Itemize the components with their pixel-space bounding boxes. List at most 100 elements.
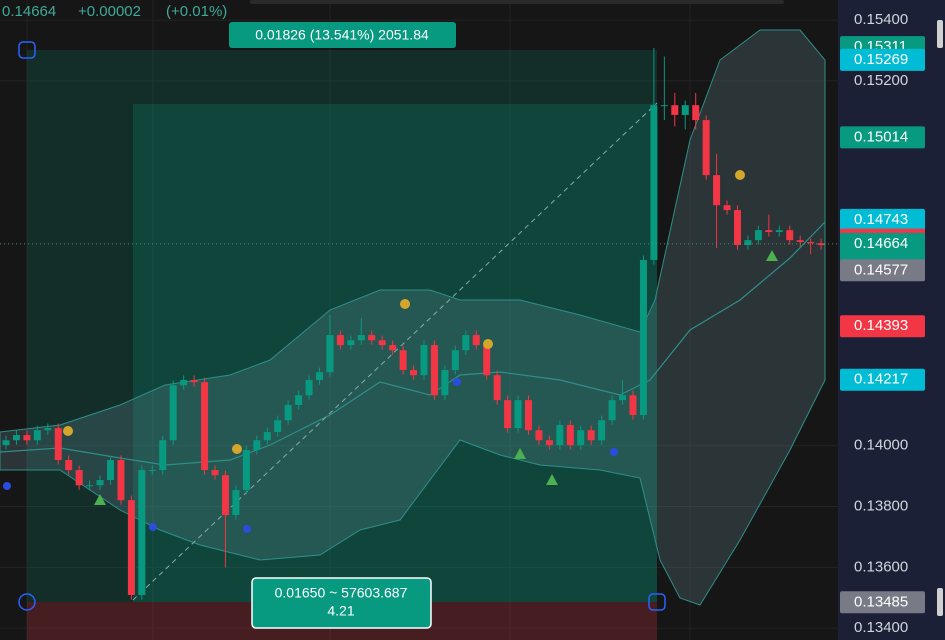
candles (2, 48, 825, 600)
candle-body (786, 230, 794, 241)
candle-body (765, 230, 773, 232)
candle-body (650, 105, 658, 260)
price-axis: 0.15400 0.15200 0.14000 0.13800 0.13600 0.134… (840, 11, 925, 636)
price-tick-label: 0.13800 (854, 497, 908, 514)
candle-body (796, 240, 804, 243)
measure-top-label: 0.01826 (13.541%) 2051.84 (255, 27, 429, 43)
signal-triangle (546, 474, 558, 485)
candle-body (378, 340, 386, 346)
candle-body (723, 205, 731, 211)
candle-body (2, 440, 10, 446)
signal-triangle (94, 494, 106, 505)
candle-body (556, 425, 564, 446)
price-badge (840, 48, 925, 71)
measure-handles (18, 41, 666, 611)
candle-body (775, 230, 783, 232)
candle-body (545, 440, 553, 446)
candle-body (681, 105, 689, 115)
signal-dot (63, 426, 73, 436)
candle-body (472, 335, 480, 346)
candle-body (201, 382, 209, 471)
price-badge (840, 259, 925, 282)
candle-body (399, 350, 407, 371)
candle-body (316, 372, 323, 381)
price-badge-label: 0.14743 (854, 211, 908, 228)
candle-body (274, 420, 282, 433)
price-badge-label: 0.15014 (854, 128, 908, 145)
candle-body (420, 345, 428, 376)
candle-body (284, 404, 292, 421)
signal-dot (453, 378, 461, 386)
candle-body (180, 380, 188, 386)
candle-body (242, 449, 250, 491)
header-change-pct: (+0.01%) (166, 3, 227, 20)
candle-body (566, 425, 574, 446)
measure-bottom-label-box (251, 577, 432, 629)
signal-dot (3, 482, 11, 490)
candle-body (138, 470, 146, 596)
candle-body (263, 432, 271, 441)
candle-body (462, 335, 470, 351)
candle-body (253, 440, 261, 450)
price-badge-label: 0.14393 (854, 317, 908, 334)
price-tick-label: 0.13600 (854, 558, 908, 575)
candle-body (75, 470, 83, 486)
candle-body (660, 105, 668, 107)
candle-body (713, 175, 721, 206)
candle-body (734, 210, 741, 246)
handle[interactable] (648, 593, 666, 611)
toolbar-edge (250, 0, 784, 4)
candle-body (326, 335, 334, 373)
price-badge (840, 591, 925, 614)
price-badge-label: 0.15269 (854, 51, 908, 68)
candle-body (629, 395, 637, 416)
candle-body (483, 345, 491, 376)
candle-body (169, 385, 177, 441)
candle-body (107, 460, 114, 481)
signal-dot (610, 448, 618, 456)
candle-body (754, 230, 762, 241)
signal-dot (232, 444, 242, 454)
candle-body (221, 475, 229, 516)
candle-body (305, 380, 313, 396)
signal-dot (400, 299, 410, 309)
candle-body (410, 370, 418, 376)
candle-body (33, 430, 41, 441)
price-badge (840, 208, 925, 231)
header-price: 0.14664 (2, 3, 56, 20)
signal-dot (735, 170, 745, 180)
candle-body (493, 375, 501, 401)
price-tick-label: 0.14000 (854, 437, 908, 454)
handle[interactable] (18, 41, 36, 59)
candle-body (430, 345, 438, 396)
scroll-handle[interactable] (937, 588, 943, 616)
candle-body (577, 430, 585, 446)
price-badge (840, 126, 925, 149)
candle-body (368, 335, 376, 341)
candle-body (336, 335, 344, 346)
candle-body (211, 470, 219, 476)
candle-body (347, 340, 355, 346)
price-tick-label: 0.15200 (854, 72, 908, 89)
signal-dot (483, 339, 493, 349)
candle-body (44, 428, 52, 431)
candle-body (127, 500, 135, 596)
candle-body (598, 420, 606, 441)
candle-body (190, 380, 198, 383)
candle-body (357, 335, 365, 341)
candle-body (671, 105, 679, 115)
candle-body (159, 440, 167, 471)
price-badge (840, 315, 925, 338)
scroll-handle[interactable] (937, 20, 943, 48)
measure-diagonal (132, 102, 658, 601)
candle-body (23, 435, 31, 441)
signal-dot (243, 525, 251, 533)
handle[interactable] (18, 593, 36, 611)
price-badge-label: 0.14577 (854, 261, 908, 278)
measure-bottom-sub: 4.21 (327, 603, 354, 619)
price-badge (840, 368, 925, 391)
signal-dot (149, 523, 157, 531)
price-tick-label: 0.13400 (854, 619, 908, 636)
candle-body (807, 242, 815, 244)
